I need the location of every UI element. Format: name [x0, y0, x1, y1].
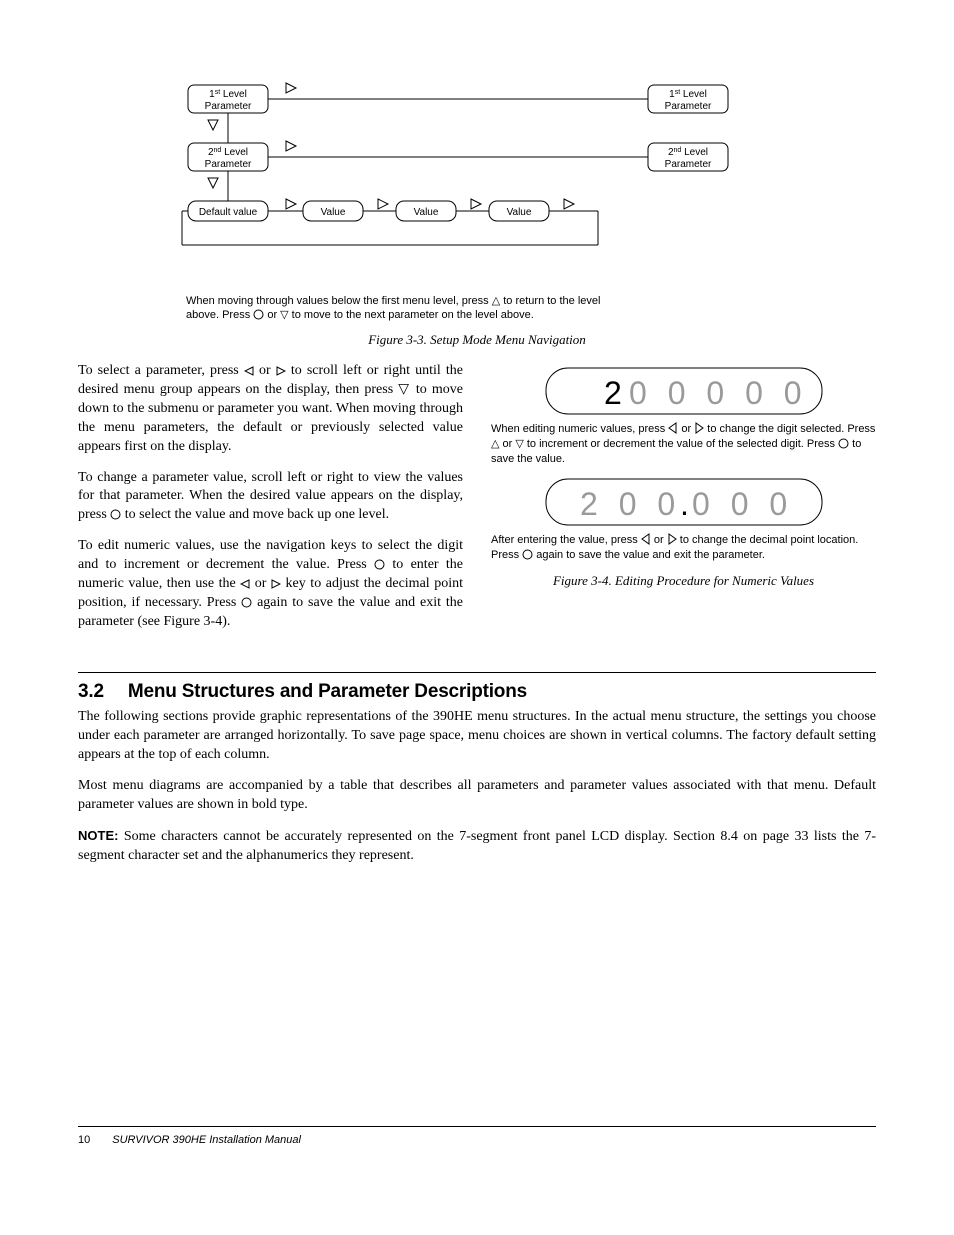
- svg-text:Parameter: Parameter: [665, 101, 712, 112]
- display2-right: 0 0 0: [692, 486, 793, 522]
- diagram-note-line2a: above. Press: [186, 309, 253, 321]
- display1-rest: 0 0 0 0 0: [629, 375, 808, 411]
- para-select-parameter: To select a parameter, press or to scrol…: [78, 362, 463, 456]
- display2-dot: .: [680, 486, 689, 522]
- right-column: 2 0 0 0 0 0 When editing numeric values,…: [491, 362, 876, 644]
- section-note: NOTE: Some characters cannot be accurate…: [78, 827, 876, 866]
- footer-rule: [78, 1126, 876, 1127]
- left-column: To select a parameter, press or to scrol…: [78, 362, 463, 644]
- note-text: Some characters cannot be accurately rep…: [78, 829, 876, 863]
- display2-left: 2 0 0: [580, 486, 681, 522]
- circle-icon: [522, 549, 533, 560]
- page-footer: 10 SURVIVOR 390HE Installation Manual: [78, 1126, 876, 1148]
- note-label: NOTE:: [78, 828, 118, 843]
- node-value-1: Value: [321, 207, 346, 218]
- circle-icon: [838, 438, 849, 449]
- section-p2: Most menu diagrams are accompanied by a …: [78, 777, 876, 815]
- numeric-display-1: 2 0 0 0 0 0: [544, 366, 824, 416]
- triangle-left-icon: [240, 579, 250, 589]
- diagram-note-line1: When moving through values below the fir…: [186, 295, 600, 307]
- triangle-right-thin-icon: [694, 422, 704, 434]
- display1-note: When editing numeric values, press or to…: [491, 422, 876, 467]
- para-edit-numeric: To edit numeric values, use the navigati…: [78, 537, 463, 631]
- display2-note: After entering the value, press or to ch…: [491, 533, 876, 563]
- triangle-right-icon: [276, 366, 286, 376]
- section-p1: The following sections provide graphic r…: [78, 708, 876, 765]
- figure-3-4-caption: Figure 3-4. Editing Procedure for Numeri…: [491, 572, 876, 590]
- node-default-value: Default value: [199, 207, 258, 218]
- figure-3-3-diagram: 1st Level Parameter 1st Level Parameter …: [178, 75, 876, 323]
- circle-icon: [110, 509, 121, 520]
- svg-text:Parameter: Parameter: [205, 101, 252, 112]
- triangle-left-icon: [244, 366, 254, 376]
- circle-icon: [241, 597, 252, 608]
- doc-name: SURVIVOR 390HE Installation Manual: [112, 1134, 301, 1146]
- circle-icon: [253, 309, 264, 320]
- section-rule: [78, 672, 876, 673]
- figure-3-3-caption: Figure 3-3. Setup Mode Menu Navigation: [78, 331, 876, 349]
- page-number: 10: [78, 1134, 90, 1146]
- svg-text:Parameter: Parameter: [205, 159, 252, 170]
- section-heading: 3.2 Menu Structures and Parameter Descrip…: [78, 679, 876, 705]
- diagram-note-line2b: or ▽ to move to the next parameter on th…: [264, 309, 534, 321]
- svg-text:Parameter: Parameter: [665, 159, 712, 170]
- triangle-right-icon: [271, 579, 281, 589]
- para-change-value: To change a parameter value, scroll left…: [78, 469, 463, 526]
- section-number: 3.2: [78, 681, 104, 702]
- triangle-left-thin-icon: [641, 533, 651, 545]
- triangle-left-thin-icon: [668, 422, 678, 434]
- section-title: Menu Structures and Parameter Descriptio…: [128, 681, 527, 702]
- display1-active-digit: 2: [604, 375, 622, 411]
- node-value-3: Value: [507, 207, 532, 218]
- triangle-right-thin-icon: [667, 533, 677, 545]
- numeric-display-2: 2 0 0 . 0 0 0: [544, 477, 824, 527]
- circle-icon: [374, 559, 385, 570]
- node-value-2: Value: [414, 207, 439, 218]
- figure-3-3-note: When moving through values below the fir…: [186, 294, 686, 323]
- menu-navigation-svg: 1st Level Parameter 1st Level Parameter …: [178, 75, 778, 290]
